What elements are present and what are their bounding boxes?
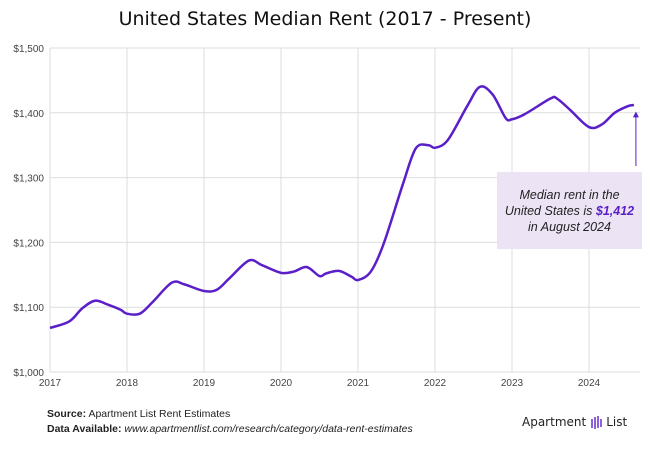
annotation-value: $1,412 — [595, 203, 635, 218]
x-tick-label: 2022 — [424, 378, 447, 389]
data-available-label: Data Available: — [47, 423, 122, 435]
annotation-line3: in August 2024 — [528, 219, 611, 234]
annotation-box: Median rent in the United States is $1,4… — [497, 172, 642, 249]
data-url[interactable]: www.apartmentlist.com/research/category/… — [124, 423, 413, 435]
source-text: Apartment List Rent Estimates — [88, 408, 231, 420]
x-tick-label: 2024 — [578, 378, 601, 389]
data-available-note: Data Available: www.apartmentlist.com/re… — [47, 423, 413, 435]
x-tick-label: 2023 — [501, 378, 524, 389]
y-tick-label: $1,400 — [13, 109, 44, 120]
logo-text-left: Apartment — [522, 415, 587, 429]
source-label: Source: — [47, 408, 87, 420]
x-tick-label: 2020 — [270, 378, 293, 389]
x-tick-label: 2019 — [193, 378, 216, 389]
annotation-arrowhead — [632, 111, 639, 118]
logo-mark-icon — [591, 416, 602, 429]
x-tick-label: 2018 — [116, 378, 139, 389]
chart-title: United States Median Rent (2017 - Presen… — [118, 8, 532, 30]
source-note: Source: Apartment List Rent Estimates — [47, 408, 230, 420]
y-tick-label: $1,200 — [13, 238, 44, 249]
annotation-line1: Median rent in the — [519, 187, 620, 202]
x-tick-label: 2021 — [347, 378, 370, 389]
y-tick-label: $1,500 — [13, 44, 44, 55]
y-tick-label: $1,100 — [13, 303, 44, 314]
y-tick-label: $1,000 — [13, 368, 44, 379]
x-tick-label: 2017 — [39, 378, 62, 389]
annotation-line2: United States is — [504, 203, 596, 218]
apartment-list-logo: Apartment List — [522, 414, 627, 430]
logo-text-right: List — [606, 415, 628, 429]
y-tick-label: $1,300 — [13, 174, 44, 185]
